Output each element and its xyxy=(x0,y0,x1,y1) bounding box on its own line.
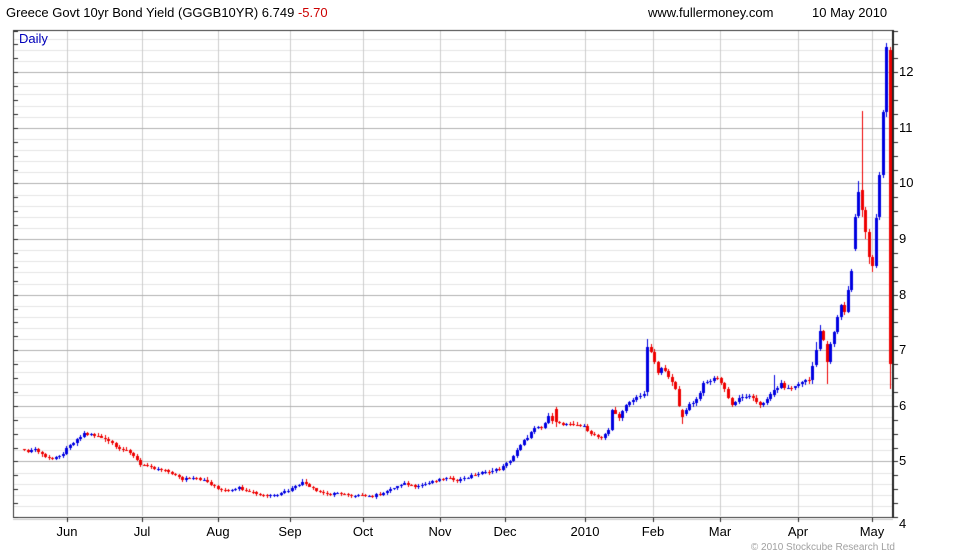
x-axis-label: Dec xyxy=(493,524,517,539)
y-axis-label: 8 xyxy=(899,287,907,302)
y-axis-label: 5 xyxy=(899,453,907,468)
x-axis-label: Jun xyxy=(56,524,78,539)
y-axis-label: 4 xyxy=(899,516,907,531)
x-axis-label: Aug xyxy=(206,524,230,539)
x-axis-label: May xyxy=(859,524,885,539)
y-axis-label: 10 xyxy=(899,175,914,190)
x-axis-label: Sep xyxy=(278,524,302,539)
x-axis-label: Apr xyxy=(787,524,809,539)
y-axis-label: 12 xyxy=(899,64,914,79)
y-axis-label: 11 xyxy=(899,120,913,135)
y-axis-label: 6 xyxy=(899,398,907,413)
x-axis-label: Nov xyxy=(428,524,452,539)
x-axis-label: Jul xyxy=(133,524,151,539)
y-axis-label: 9 xyxy=(899,231,907,246)
x-axis-label: 2010 xyxy=(570,524,600,539)
x-axis-label: Oct xyxy=(352,524,374,539)
timeframe-label: Daily xyxy=(19,31,48,46)
copyright-notice: © 2010 Stockcube Research Ltd xyxy=(750,542,895,553)
y-axis-label: 7 xyxy=(899,342,907,357)
x-axis-label: Feb xyxy=(641,524,665,539)
x-axis-label: Mar xyxy=(708,524,732,539)
